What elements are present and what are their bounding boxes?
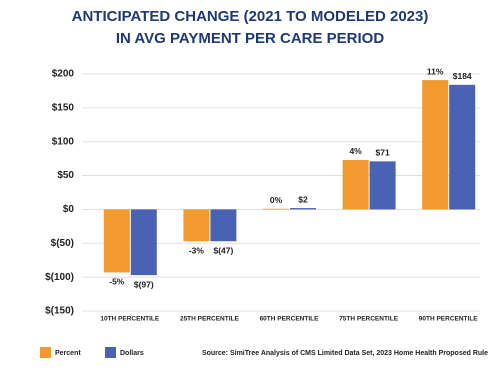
data-label: $184	[453, 71, 472, 81]
data-label: -3%	[189, 246, 205, 256]
bar	[422, 80, 449, 210]
bar	[369, 161, 396, 210]
y-tick-label: $(100)	[45, 272, 74, 283]
bar	[210, 209, 237, 242]
bar	[342, 159, 369, 210]
source-note: Source: SimiTree Analysis of CMS Limited…	[202, 350, 488, 357]
bar	[183, 209, 210, 242]
data-label: 4%	[349, 146, 362, 156]
legend-label: Dollars	[120, 350, 144, 357]
y-tick-label: $(50)	[51, 238, 74, 249]
y-tick-label: $(150)	[45, 306, 74, 317]
data-label: -5%	[109, 277, 125, 287]
x-tick-label: 10TH PERCENTILE	[100, 316, 160, 323]
y-tick-label: $0	[63, 204, 75, 215]
bar	[263, 208, 289, 210]
chart-title: ANTICIPATED CHANGE (2021 TO MODELED 2023…	[72, 8, 429, 25]
data-label: $71	[376, 148, 390, 158]
x-tick-label: 60TH PERCENTILE	[260, 316, 320, 323]
bar	[103, 209, 130, 273]
chart-title: IN AVG PAYMENT PER CARE PERIOD	[116, 30, 385, 47]
bar	[130, 209, 157, 276]
bar	[290, 208, 316, 210]
data-label: 0%	[270, 195, 283, 205]
data-label: $(47)	[213, 246, 233, 256]
y-tick-label: $200	[52, 69, 75, 80]
x-tick-label: 25TH PERCENTILE	[180, 316, 240, 323]
y-tick-label: $50	[57, 170, 74, 181]
bar	[449, 84, 476, 210]
data-label: $2	[298, 194, 308, 204]
data-label: $(97)	[134, 279, 154, 289]
data-label: 11%	[427, 66, 444, 76]
x-tick-label: 90TH PERCENTILE	[419, 316, 479, 323]
legend-label: Percent	[55, 350, 81, 357]
legend-swatch	[105, 347, 116, 358]
y-tick-label: $100	[52, 136, 75, 147]
legend-swatch	[40, 347, 51, 358]
y-tick-label: $150	[52, 102, 75, 113]
x-tick-label: 75TH PERCENTILE	[339, 316, 399, 323]
